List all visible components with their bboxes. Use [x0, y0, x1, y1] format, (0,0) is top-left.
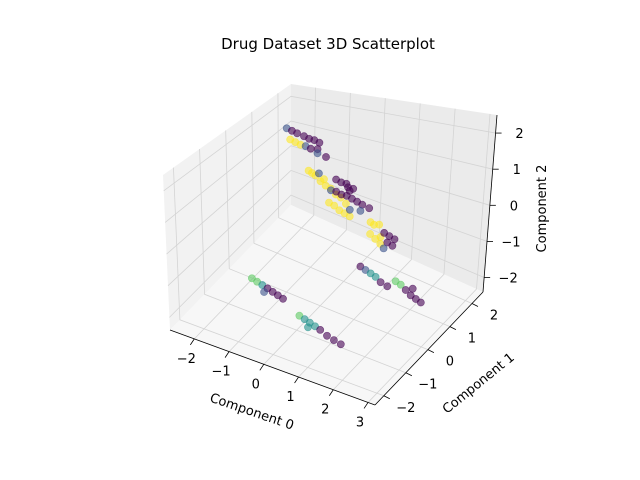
data-point	[314, 169, 323, 178]
data-point	[336, 340, 345, 349]
data-point	[383, 282, 392, 291]
z-tick-label: −2	[499, 272, 518, 287]
data-point	[365, 204, 374, 213]
x-tick	[363, 402, 369, 409]
data-point	[293, 129, 301, 138]
x-tick-label: −1	[211, 365, 230, 380]
data-point	[390, 235, 399, 244]
x-tick	[224, 351, 230, 358]
y-tick-label: 2	[490, 309, 498, 324]
data-point	[416, 298, 425, 307]
z-axis-label: Component 2	[535, 165, 550, 253]
y-tick-label: −2	[396, 401, 415, 416]
grid-line-z	[166, 145, 490, 255]
grid-line-z	[169, 194, 485, 318]
z-tick-label: 2	[515, 127, 523, 142]
grid-line-y	[251, 111, 451, 327]
data-point	[315, 138, 324, 147]
pane-back	[291, 84, 497, 292]
y-tick	[405, 372, 413, 377]
grid-line-x	[228, 92, 351, 352]
data-point	[304, 323, 312, 332]
data-point	[345, 205, 354, 214]
x-tick-label: 1	[286, 390, 294, 405]
data-point	[279, 294, 287, 303]
x-tick-label: 3	[356, 415, 364, 430]
grid-line-z	[167, 169, 488, 287]
data-point	[316, 325, 325, 334]
grid-lines	[163, 87, 496, 403]
x-tick-label: 0	[252, 377, 260, 392]
grid-line-x	[333, 108, 456, 391]
x-tick	[189, 338, 195, 346]
x-tick	[328, 389, 334, 396]
axis-lines	[169, 114, 498, 406]
x-tick	[294, 376, 299, 384]
x-tick-label: 2	[321, 403, 329, 418]
data-point	[260, 288, 268, 296]
grid-line-z	[163, 95, 496, 192]
pane-floor	[170, 205, 483, 405]
data-point	[341, 199, 350, 208]
z-tick-label: 1	[513, 163, 521, 178]
data-point	[322, 153, 330, 161]
z-axis-line	[482, 114, 498, 293]
data-point	[323, 331, 331, 340]
data-point	[375, 220, 384, 229]
data-point	[388, 241, 397, 250]
x-axis-line	[169, 329, 376, 406]
grid-line-y	[225, 130, 429, 351]
data-point	[313, 149, 322, 158]
y-tick	[471, 303, 479, 307]
y-tick	[449, 326, 457, 330]
chart-title: Drug Dataset 3D Scatterplot	[221, 35, 435, 53]
grid-line-z	[164, 120, 493, 223]
data-point	[396, 280, 405, 289]
pane-left	[163, 84, 291, 330]
data-point	[356, 206, 365, 215]
data-point	[306, 144, 315, 153]
data-point	[376, 278, 385, 287]
y-tick-label: −1	[418, 378, 437, 393]
y-tick	[427, 349, 435, 354]
data-point	[366, 230, 374, 238]
data-point	[329, 336, 338, 344]
x-axis-label: Component 0	[208, 391, 296, 434]
grid-line-x	[367, 113, 491, 403]
y-tick	[383, 395, 390, 400]
grid-line-y	[277, 93, 473, 304]
data-point	[330, 201, 339, 210]
x-tick	[259, 364, 265, 371]
grid-line-x	[194, 87, 316, 340]
data-point	[345, 212, 354, 221]
data-point	[320, 175, 328, 184]
data-points	[247, 124, 425, 349]
grid-line-y	[173, 167, 384, 397]
axes-panes	[163, 84, 497, 405]
y-tick-label: 1	[468, 332, 476, 347]
data-point	[408, 284, 417, 293]
y-tick-label: 0	[446, 355, 454, 370]
z-tick-label: 0	[510, 199, 518, 214]
z-tick-label: −1	[501, 235, 520, 250]
x-tick-label: −2	[177, 352, 196, 367]
y-axis-line	[374, 291, 484, 406]
data-point	[379, 244, 388, 253]
data-point	[371, 272, 380, 281]
